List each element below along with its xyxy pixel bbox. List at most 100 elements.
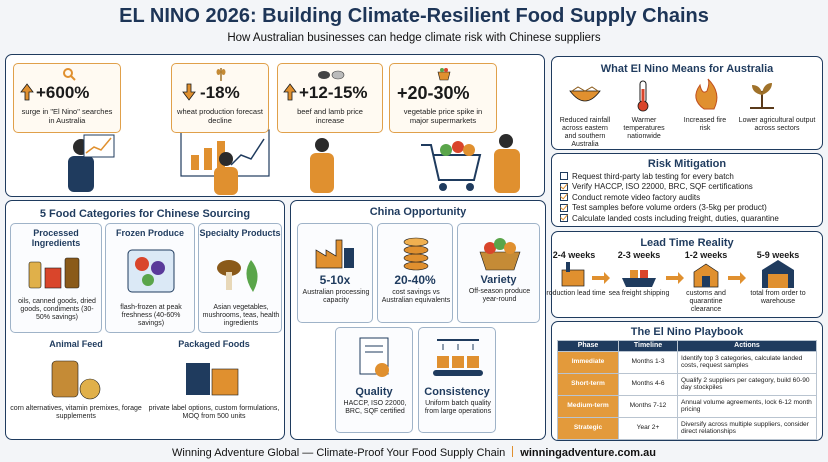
footer-link[interactable]: winningadventure.com.au — [520, 447, 656, 459]
impact-label: Increased fire risk — [683, 117, 727, 132]
opportunity-head: Quality — [355, 386, 393, 398]
category-icon — [28, 257, 80, 289]
category-desc: oils, canned goods, dried goods, condime… — [18, 298, 96, 321]
stat-card: +20-30% vegetable price spike in major s… — [389, 63, 497, 133]
opportunity-desc: Australian processing capacity — [302, 289, 370, 304]
header-row: Phase Timeline Actions — [557, 340, 817, 352]
category-name: Processed Ingredients — [31, 228, 81, 248]
table-row: Strategic Year 2+ Diversify across multipl… — [557, 416, 817, 440]
stat-value: +600% — [36, 83, 90, 102]
footer: Winning Adventure Global — Climate-Proof… — [0, 446, 828, 459]
search-icon — [63, 68, 76, 81]
check-mark — [560, 202, 568, 211]
factory-icon — [315, 239, 354, 269]
category-card: Specialty Products Asian vegetables, mus… — [198, 223, 282, 333]
opportunity-desc: Off-season produce year-round — [468, 288, 531, 303]
title: EL NINO 2026: Building Climate-Resilient… — [119, 5, 709, 27]
category-name: Animal Feed — [49, 339, 103, 349]
el-nino-icons — [569, 78, 774, 112]
impact-label: Lower agricultural output across sectors — [738, 117, 816, 132]
down-arrow — [182, 83, 196, 101]
stat-label: wheat production forecast decline — [177, 107, 263, 125]
action-cell: Identify top 3 categories, calculate lan… — [677, 350, 817, 374]
step-label: total from order to warehouse — [750, 290, 806, 305]
opportunity-head: 5-10x — [319, 273, 351, 287]
header-cell: Timeline — [618, 340, 678, 352]
category-card: Animal Feed corn alternatives, vitamin p… — [10, 337, 142, 437]
phase-cell: Immediate — [557, 350, 619, 374]
risk-text: Verify HACCP, ISO 22000, BRC, SQF certif… — [572, 182, 753, 192]
panel-title: Lead Time Reality — [640, 237, 734, 249]
category-desc: private label options, custom formulatio… — [148, 405, 280, 420]
stat-value: +20-30% — [397, 83, 470, 103]
categories-panel: 5 Food Categories for Chinese Sourcing P… — [5, 200, 285, 440]
risk-item: Calculate landed costs including freight… — [560, 212, 822, 224]
stat-card: -18% wheat production forecast decline — [171, 63, 269, 133]
phase-cell: Strategic — [557, 416, 619, 440]
step-duration: 2-4 weeks — [552, 250, 596, 260]
stat-value: +12-15% — [299, 83, 368, 102]
stat-card: +12-15% beef and lamb price increase — [277, 63, 383, 133]
lead-time-panel: Lead Time Reality 2-4 weeks production le… — [542, 231, 823, 318]
stat-value: -18% — [200, 83, 240, 102]
certificate-icon — [359, 337, 389, 377]
category-name: Frozen Produce — [115, 228, 184, 238]
up-arrow — [283, 83, 297, 101]
check-mark — [560, 212, 568, 221]
checkbox — [560, 172, 568, 181]
opportunity-card: 5-10x Australian processing capacity — [297, 223, 373, 323]
stat-label: surge in "El Nino" searches in Australia — [21, 107, 113, 125]
livestock-icon — [318, 70, 345, 80]
timeline-cell: Months 1-3 — [618, 350, 678, 374]
check-mark — [560, 181, 568, 190]
action-cell: Diversify across multiple suppliers, con… — [677, 416, 817, 440]
opportunity-head: Variety — [480, 274, 517, 286]
panel-title: The El Nino Playbook — [630, 326, 744, 338]
step-duration: 2-3 weeks — [617, 250, 661, 260]
timeline-cell: Year 2+ — [618, 416, 678, 440]
wheat-icon — [216, 68, 226, 81]
risk-text: Test samples before volume orders (3-5kg… — [572, 203, 767, 213]
el-nino-panel: What El Nino Means for Australia Reduced… — [551, 56, 823, 150]
opportunity-card: 20-40% cost savings vs Australian equiva… — [377, 223, 453, 323]
risk-item: Verify HACCP, ISO 22000, BRC, SQF certif… — [560, 181, 822, 193]
opportunity-head: 20-40% — [394, 273, 436, 287]
panel-title: 5 Food Categories for Chinese Sourcing — [39, 208, 251, 220]
opportunity-card: Consistency Uniform batch quality from l… — [418, 327, 496, 433]
table-row: Medium-term Months 7-12 Annual volume agre… — [557, 394, 817, 418]
panel-title: China Opportunity — [369, 206, 467, 218]
step-duration: 1-2 weeks — [684, 250, 728, 260]
header-cell: Phase — [557, 340, 619, 352]
category-icon — [127, 249, 175, 293]
basket-icon — [437, 68, 451, 81]
category-card: Frozen Produce flash-frozen at peak fres… — [105, 223, 195, 333]
category-card: Processed Ingredients oils, canned goods… — [10, 223, 102, 333]
china-panel: China Opportunity 5-10x Australian proce… — [290, 200, 546, 440]
playbook-panel: The El Nino Playbook Phase Timeline Action… — [551, 321, 823, 441]
risk-item: Request third-party lab testing for ever… — [560, 171, 822, 182]
checkbox-checked — [560, 212, 568, 223]
subtitle: How Australian businesses can hedge clim… — [227, 32, 601, 44]
category-icon — [217, 260, 258, 292]
lead-time-icons — [561, 260, 794, 288]
timeline-cell: Months 4-6 — [618, 372, 678, 396]
phase-cell: Medium-term — [557, 394, 619, 418]
checkbox-checked — [560, 181, 568, 191]
action-cell: Qualify 2 suppliers per category, build … — [677, 372, 817, 396]
opportunity-desc: Uniform batch quality from large operati… — [424, 400, 492, 415]
opportunity-head: Consistency — [424, 386, 490, 398]
checkbox-checked — [560, 202, 568, 212]
coins-icon — [403, 237, 429, 271]
opportunity-card: Variety Off-season produce year-round — [457, 223, 540, 323]
category-card: Packaged Foods private label options, cu… — [146, 337, 282, 437]
produce-icon — [479, 238, 521, 271]
category-icon — [186, 363, 239, 396]
category-desc: flash-frozen at peak freshness (40-60% s… — [120, 304, 182, 327]
opportunity-desc: HACCP, ISO 22000, BRC, SQF certified — [343, 400, 407, 415]
panel-title: Risk Mitigation — [647, 158, 727, 170]
opportunity-desc: cost savings vs Australian equivalents — [381, 289, 451, 304]
risk-item: Conduct remote video factory audits — [560, 191, 822, 203]
stats-panel: +600% surge in "El Nino" searches in Aus… — [5, 54, 545, 197]
category-name: Specialty Products — [199, 228, 281, 238]
